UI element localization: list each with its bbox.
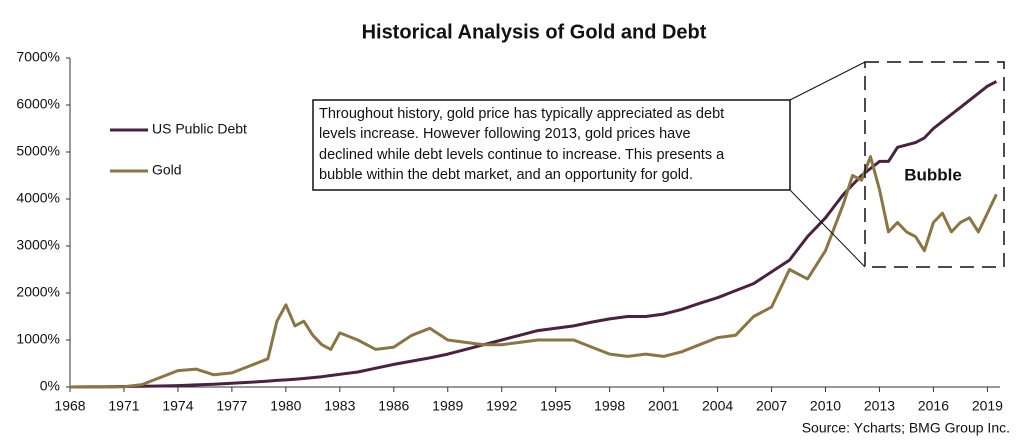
connector xyxy=(789,61,866,101)
x-tick-label: 2019 xyxy=(972,398,1003,414)
y-tick-label: 0% xyxy=(40,378,60,394)
x-tick-label: 1998 xyxy=(594,398,625,414)
y-tick-label: 3000% xyxy=(16,237,60,253)
x-tick-label: 2001 xyxy=(648,398,679,414)
bubble-label: Bubble xyxy=(904,165,962,184)
legend-label: US Public Debt xyxy=(152,121,247,137)
x-tick-label: 1977 xyxy=(216,398,247,414)
annotation-line: Throughout history, gold price has typic… xyxy=(319,106,724,122)
y-tick-label: 7000% xyxy=(16,49,60,65)
annotation-line: levels increase. However following 2013,… xyxy=(319,126,691,142)
annotation-line: declined while debt levels continue to i… xyxy=(319,147,725,163)
x-tick-label: 1968 xyxy=(54,398,85,414)
source: Source: Ycharts; BMG Group Inc. xyxy=(802,420,1010,436)
x-tick-label: 2010 xyxy=(810,398,841,414)
y-tick-label: 6000% xyxy=(16,96,60,112)
y-tick-label: 4000% xyxy=(16,190,60,206)
annotation-box xyxy=(312,99,791,191)
series-line xyxy=(69,80,998,389)
bubble-box xyxy=(864,61,1005,268)
x-tick-label: 1971 xyxy=(108,398,139,414)
x-tick-label: 1989 xyxy=(432,398,463,414)
x-tick-label: 1983 xyxy=(324,398,355,414)
y-tick-label: 1000% xyxy=(16,331,60,347)
legend-label: Gold xyxy=(152,162,182,178)
connector xyxy=(789,189,866,268)
x-tick-label: 2004 xyxy=(702,398,733,414)
x-tick-label: 1992 xyxy=(486,398,517,414)
y-tick-label: 2000% xyxy=(16,284,60,300)
annotation-line: bubble within the debt market, and an op… xyxy=(319,167,693,183)
x-tick-label: 2016 xyxy=(918,398,949,414)
plot: 0% 1000% 2000% 3000% 4000% 5000% 6000% 7000% 196… xyxy=(16,49,1003,414)
y-tick-label: 5000% xyxy=(16,143,60,159)
x-tick-label: 1986 xyxy=(378,398,409,414)
x-tick-label: 1995 xyxy=(540,398,571,414)
x-tick-label: 1980 xyxy=(270,398,301,414)
x-tick-label: 1974 xyxy=(162,398,193,414)
chart-title: Historical Analysis of Gold and Debt xyxy=(362,21,707,43)
series-line xyxy=(69,155,998,389)
x-tick-label: 2007 xyxy=(756,398,787,414)
x-tick-label: 2013 xyxy=(864,398,895,414)
